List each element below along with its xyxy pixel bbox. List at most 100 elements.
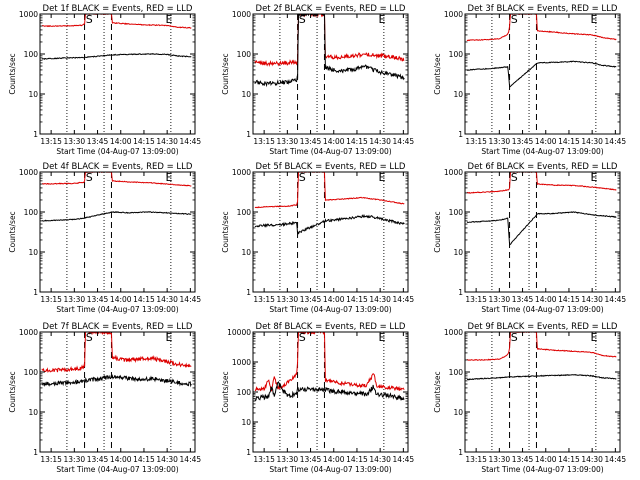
x-axis-label: Start Time (04-Aug-07 13:09:00) bbox=[56, 465, 178, 474]
x-tick-label: 14:30 bbox=[581, 137, 603, 146]
y-tick-label: 10 bbox=[28, 408, 38, 417]
x-tick-label: 14:30 bbox=[156, 455, 178, 464]
start-marker-label: S bbox=[299, 331, 306, 344]
x-tick-label: 14:45 bbox=[605, 455, 627, 464]
x-tick-label: 13:15 bbox=[40, 295, 62, 304]
start-marker-label: S bbox=[511, 171, 518, 184]
x-tick-label: 13:30 bbox=[489, 137, 511, 146]
y-tick-label: 1 bbox=[246, 288, 251, 297]
plot-frame bbox=[252, 171, 409, 293]
x-tick-label: 13:30 bbox=[489, 295, 511, 304]
panel-title: Det 8f BLACK = Events, RED = LLD bbox=[256, 322, 406, 332]
x-tick-label: 13:45 bbox=[87, 455, 109, 464]
panel-title: Det 4f BLACK = Events, RED = LLD bbox=[43, 162, 193, 172]
events-series-line bbox=[41, 211, 192, 222]
y-tick-label: 1000 bbox=[232, 168, 251, 177]
plot-area bbox=[41, 14, 192, 134]
start-marker-label: S bbox=[86, 171, 93, 184]
x-tick-label: 13:45 bbox=[300, 455, 322, 464]
lld-series-line bbox=[254, 172, 405, 209]
plot-area bbox=[41, 332, 192, 452]
y-tick-label: 100 bbox=[24, 50, 39, 59]
y-tick-label: 1000 bbox=[19, 168, 38, 177]
end-marker-label: E bbox=[591, 13, 598, 26]
x-tick-label: 13:30 bbox=[64, 295, 86, 304]
x-tick-label: 14:00 bbox=[110, 455, 132, 464]
x-tick-label: 14:00 bbox=[535, 295, 557, 304]
x-tick-label: 13:30 bbox=[277, 295, 299, 304]
x-tick-label: 13:45 bbox=[512, 295, 534, 304]
x-axis-label: Start Time (04-Aug-07 13:09:00) bbox=[56, 305, 178, 314]
start-marker-label: S bbox=[299, 13, 306, 26]
plot-area bbox=[254, 172, 405, 292]
y-tick-label: 10 bbox=[28, 90, 38, 99]
y-tick-label: 10 bbox=[453, 90, 463, 99]
x-tick-label: 14:15 bbox=[346, 295, 368, 304]
y-tick-label: 10 bbox=[241, 248, 251, 257]
x-tick-label: 14:15 bbox=[346, 455, 368, 464]
x-tick-label: 14:30 bbox=[581, 295, 603, 304]
x-tick-label: 14:30 bbox=[369, 137, 391, 146]
events-series-line bbox=[466, 60, 617, 88]
plot-frame bbox=[39, 13, 196, 135]
events-series-line bbox=[41, 373, 192, 388]
end-marker-label: E bbox=[379, 13, 386, 26]
x-axis-label: Start Time (04-Aug-07 13:09:00) bbox=[269, 465, 391, 474]
x-axis-label: Start Time (04-Aug-07 13:09:00) bbox=[481, 465, 603, 474]
x-tick-label: 14:00 bbox=[110, 295, 132, 304]
y-tick-label: 1 bbox=[458, 448, 463, 457]
x-tick-label: 13:45 bbox=[300, 137, 322, 146]
x-tick-label: 13:45 bbox=[512, 137, 534, 146]
y-tick-label: 1000 bbox=[444, 168, 463, 177]
lld-series-line bbox=[254, 332, 405, 392]
panel-title: Det 3f BLACK = Events, RED = LLD bbox=[468, 4, 618, 14]
y-axis-label: Counts/sec bbox=[433, 53, 442, 94]
x-tick-label: 14:00 bbox=[323, 295, 345, 304]
y-axis-label: Counts/sec bbox=[221, 371, 230, 412]
y-axis-label: Counts/sec bbox=[8, 371, 17, 412]
y-tick-label: 10 bbox=[241, 90, 251, 99]
plot-area bbox=[466, 14, 617, 134]
x-tick-label: 13:30 bbox=[277, 455, 299, 464]
x-axis-label: Start Time (04-Aug-07 13:09:00) bbox=[269, 305, 391, 314]
y-tick-label: 1 bbox=[458, 288, 463, 297]
lld-series-line bbox=[466, 14, 617, 42]
y-tick-label: 1000 bbox=[232, 10, 251, 19]
events-series-line bbox=[254, 14, 405, 88]
y-tick-label: 10000 bbox=[227, 328, 251, 337]
x-tick-label: 13:15 bbox=[465, 455, 487, 464]
y-tick-label: 10 bbox=[28, 248, 38, 257]
lld-series-line bbox=[254, 14, 405, 67]
x-tick-label: 13:15 bbox=[465, 295, 487, 304]
x-tick-label: 13:30 bbox=[277, 137, 299, 146]
x-tick-label: 14:45 bbox=[180, 295, 202, 304]
y-tick-label: 100 bbox=[449, 50, 464, 59]
x-tick-label: 13:45 bbox=[87, 295, 109, 304]
y-tick-label: 1 bbox=[246, 130, 251, 139]
events-series-line bbox=[466, 374, 617, 381]
lld-series-line bbox=[41, 172, 192, 187]
y-axis-label: Counts/sec bbox=[8, 53, 17, 94]
y-tick-label: 100 bbox=[24, 208, 39, 217]
x-tick-label: 14:45 bbox=[393, 137, 415, 146]
x-tick-label: 13:15 bbox=[40, 455, 62, 464]
x-tick-label: 14:30 bbox=[156, 137, 178, 146]
x-tick-label: 14:45 bbox=[393, 455, 415, 464]
x-tick-label: 14:45 bbox=[605, 295, 627, 304]
panel-title: Det 6f BLACK = Events, RED = LLD bbox=[468, 162, 618, 172]
end-marker-label: E bbox=[379, 331, 386, 344]
end-marker-label: E bbox=[166, 331, 173, 344]
y-tick-label: 1 bbox=[33, 448, 38, 457]
x-tick-label: 14:45 bbox=[605, 137, 627, 146]
y-tick-label: 10 bbox=[241, 418, 251, 427]
end-marker-label: E bbox=[379, 171, 386, 184]
x-tick-label: 14:15 bbox=[558, 137, 580, 146]
plot-frame bbox=[39, 331, 196, 453]
x-axis-label: Start Time (04-Aug-07 13:09:00) bbox=[56, 147, 178, 156]
